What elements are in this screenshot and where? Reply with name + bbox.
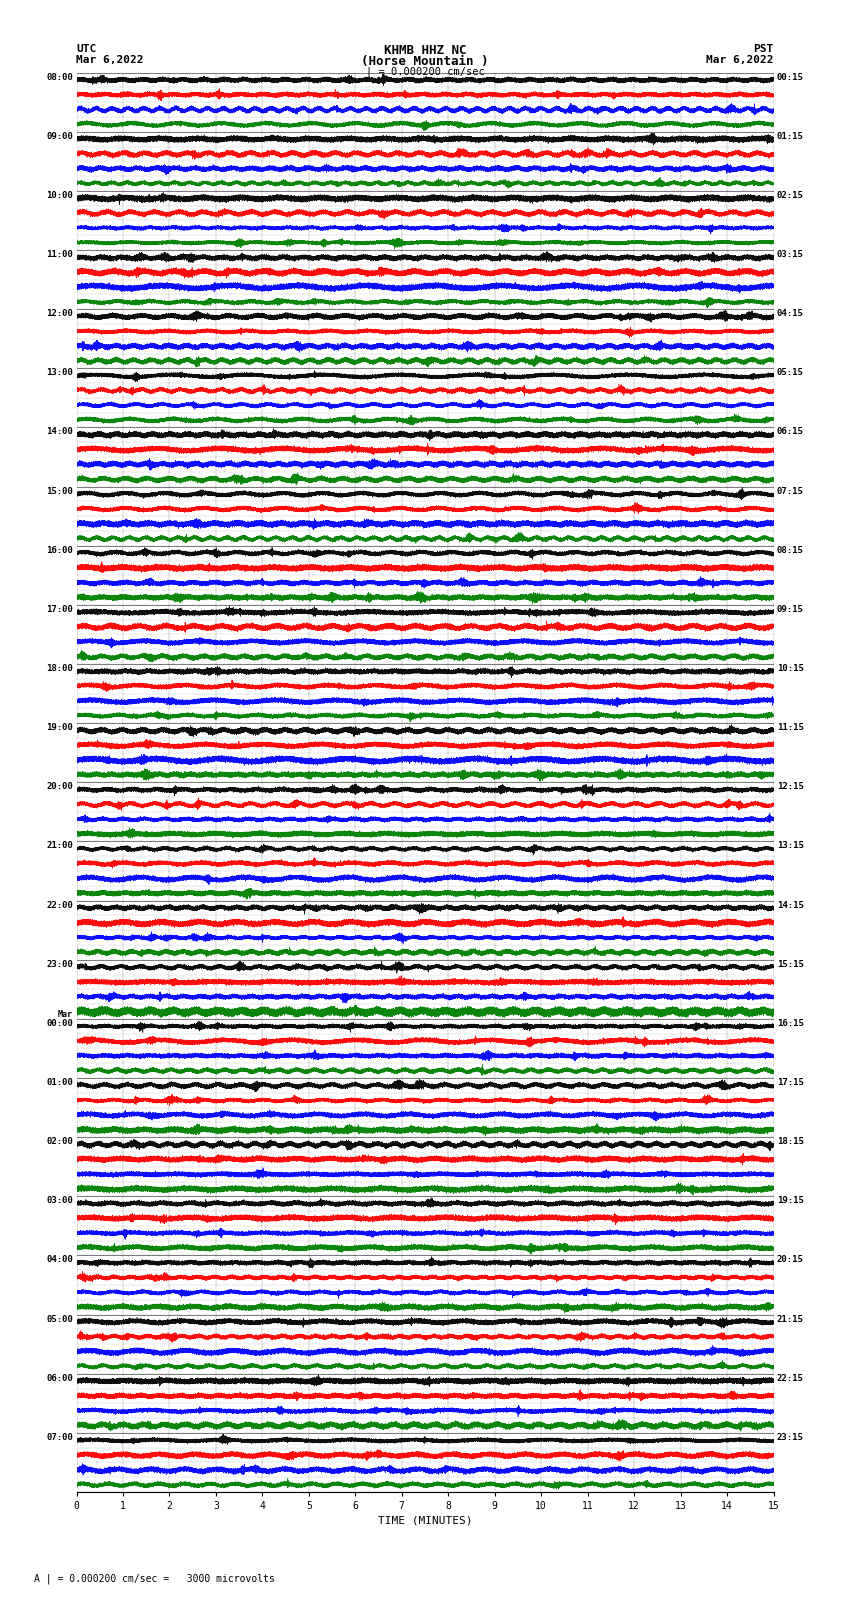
Text: Mar 6,2022: Mar 6,2022 (76, 55, 144, 65)
X-axis label: TIME (MINUTES): TIME (MINUTES) (377, 1515, 473, 1526)
Text: 14:15: 14:15 (777, 900, 804, 910)
Text: 11:00: 11:00 (46, 250, 73, 260)
Text: 08:15: 08:15 (777, 545, 804, 555)
Text: 10:15: 10:15 (777, 665, 804, 673)
Text: 05:00: 05:00 (46, 1315, 73, 1324)
Text: 02:00: 02:00 (46, 1137, 73, 1147)
Text: Mar: Mar (58, 1010, 73, 1019)
Text: 15:00: 15:00 (46, 487, 73, 495)
Text: 04:15: 04:15 (777, 310, 804, 318)
Text: 11:15: 11:15 (777, 723, 804, 732)
Text: 07:00: 07:00 (46, 1432, 73, 1442)
Text: 18:00: 18:00 (46, 665, 73, 673)
Text: 17:00: 17:00 (46, 605, 73, 615)
Text: 10:00: 10:00 (46, 190, 73, 200)
Text: 21:15: 21:15 (777, 1315, 804, 1324)
Text: 16:00: 16:00 (46, 545, 73, 555)
Text: (Horse Mountain ): (Horse Mountain ) (361, 55, 489, 68)
Text: 13:15: 13:15 (777, 842, 804, 850)
Text: 09:00: 09:00 (46, 132, 73, 140)
Text: 16:15: 16:15 (777, 1019, 804, 1027)
Text: 09:15: 09:15 (777, 605, 804, 615)
Text: 12:00: 12:00 (46, 310, 73, 318)
Text: UTC: UTC (76, 44, 97, 53)
Text: 18:15: 18:15 (777, 1137, 804, 1147)
Text: 08:00: 08:00 (46, 73, 73, 82)
Text: 17:15: 17:15 (777, 1077, 804, 1087)
Text: 05:15: 05:15 (777, 368, 804, 377)
Text: 07:15: 07:15 (777, 487, 804, 495)
Text: 01:15: 01:15 (777, 132, 804, 140)
Text: 01:00: 01:00 (46, 1077, 73, 1087)
Text: 22:00: 22:00 (46, 900, 73, 910)
Text: 06:00: 06:00 (46, 1374, 73, 1382)
Text: KHMB HHZ NC: KHMB HHZ NC (383, 44, 467, 56)
Text: 23:00: 23:00 (46, 960, 73, 969)
Text: 02:15: 02:15 (777, 190, 804, 200)
Text: Mar 6,2022: Mar 6,2022 (706, 55, 774, 65)
Text: 22:15: 22:15 (777, 1374, 804, 1382)
Text: 15:15: 15:15 (777, 960, 804, 969)
Text: 04:00: 04:00 (46, 1255, 73, 1265)
Text: 00:00: 00:00 (46, 1019, 73, 1027)
Text: 03:00: 03:00 (46, 1197, 73, 1205)
Text: 20:15: 20:15 (777, 1255, 804, 1265)
Text: 20:00: 20:00 (46, 782, 73, 792)
Text: 06:15: 06:15 (777, 427, 804, 437)
Text: 19:15: 19:15 (777, 1197, 804, 1205)
Text: 13:00: 13:00 (46, 368, 73, 377)
Text: 03:15: 03:15 (777, 250, 804, 260)
Text: 00:15: 00:15 (777, 73, 804, 82)
Text: 14:00: 14:00 (46, 427, 73, 437)
Text: PST: PST (753, 44, 774, 53)
Text: A | = 0.000200 cm/sec =   3000 microvolts: A | = 0.000200 cm/sec = 3000 microvolts (34, 1573, 275, 1584)
Text: 12:15: 12:15 (777, 782, 804, 792)
Text: 21:00: 21:00 (46, 842, 73, 850)
Text: | = 0.000200 cm/sec: | = 0.000200 cm/sec (366, 66, 484, 77)
Text: 19:00: 19:00 (46, 723, 73, 732)
Text: 23:15: 23:15 (777, 1432, 804, 1442)
